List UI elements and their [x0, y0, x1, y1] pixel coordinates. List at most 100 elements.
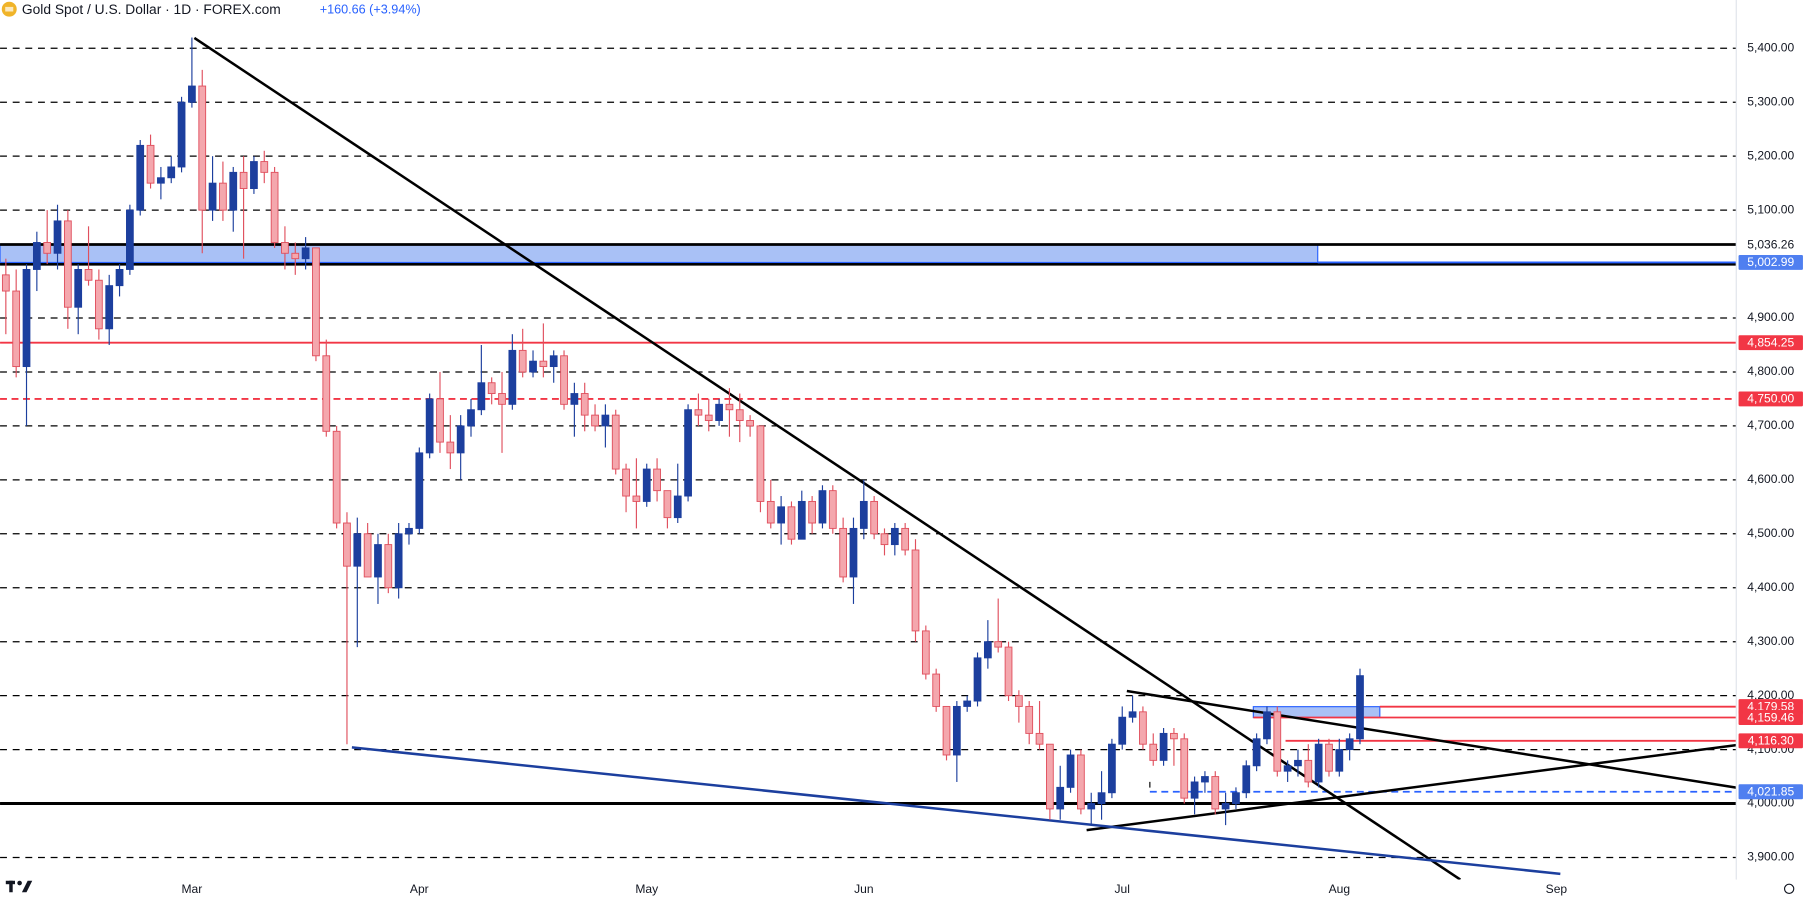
candle-body [1345, 738, 1354, 751]
candle-body [1273, 711, 1282, 772]
candle-body [787, 506, 796, 540]
candle-body [1118, 716, 1127, 745]
candle-body [901, 527, 910, 551]
candle-body [291, 252, 300, 260]
candle-body [529, 360, 537, 373]
candle-body [601, 414, 610, 427]
trendline [351, 746, 1561, 876]
x-tick-label: May [635, 882, 658, 896]
candle-body [725, 403, 734, 411]
candle-body [1232, 792, 1240, 804]
zones-layer [0, 243, 1737, 806]
candle-body [1304, 759, 1313, 783]
candle-body [963, 700, 972, 707]
candle-body [322, 355, 331, 432]
y-tick-label: 4,500.00 [1747, 526, 1794, 540]
candle-body [1294, 759, 1302, 767]
y-tick-label: 4,000.00 [1747, 796, 1794, 810]
candle-body [1128, 711, 1137, 718]
candle-body [167, 166, 176, 179]
candle-body [849, 527, 858, 578]
candle-body [177, 101, 186, 168]
level-label: 4,750.00 [1747, 392, 1794, 406]
price-change: +160.66 (+3.94%) [320, 3, 421, 17]
candle-body [715, 403, 723, 421]
level-label: 4,179.58 [1747, 699, 1794, 713]
candle-body [219, 182, 227, 211]
level-tag [1738, 237, 1803, 252]
candle-body [1035, 732, 1044, 745]
candle-body [1190, 781, 1199, 799]
candle-body [1097, 792, 1106, 804]
x-tick-label: Sep [1546, 882, 1568, 896]
logo [5, 880, 33, 893]
candle-body [229, 171, 238, 211]
zone [0, 243, 1319, 264]
candle-body [818, 490, 827, 524]
candle-body [611, 414, 620, 470]
candle-body [921, 630, 930, 675]
level-tag [1738, 784, 1803, 800]
candle-body [1025, 705, 1034, 734]
candle-body [549, 355, 558, 368]
candle-body [766, 500, 775, 524]
candle-body [839, 527, 848, 578]
candle-body [32, 242, 41, 270]
level-label: 4,159.46 [1747, 710, 1794, 724]
y-tick-label: 4,400.00 [1747, 580, 1794, 594]
settings-icon[interactable] [1783, 883, 1795, 894]
candle-body [653, 468, 661, 492]
candle-body [932, 673, 941, 707]
candle-body [467, 409, 475, 427]
candle-body [1, 274, 10, 292]
candle-body [1283, 765, 1292, 772]
candle-body [828, 490, 837, 529]
candle-body [250, 161, 258, 190]
candle-body [239, 171, 248, 190]
y-tick-label: 4,900.00 [1747, 310, 1794, 324]
candle-body [777, 506, 785, 524]
x-tick-label: Mar [182, 882, 203, 896]
candle-body [756, 425, 765, 502]
candle-body [446, 441, 455, 454]
candle-body [260, 161, 269, 173]
candle-body [1314, 743, 1323, 783]
trendlines [193, 36, 1737, 881]
y-tick-label: 5,100.00 [1747, 202, 1794, 216]
candle-body [746, 420, 754, 427]
candle-body [281, 242, 289, 254]
candle-body [797, 500, 806, 540]
candle-body [952, 705, 961, 756]
candle-body [1242, 765, 1251, 794]
candle-body [487, 382, 496, 395]
logo-part [9, 880, 13, 893]
level-label: 4,021.85 [1747, 785, 1794, 799]
y-tick-label: 4,300.00 [1747, 634, 1794, 648]
candle-body [994, 641, 1003, 648]
level-tag [1738, 733, 1803, 749]
trendline [1086, 743, 1737, 832]
candle-body [1170, 732, 1178, 740]
y-tick-label: 5,500.00 [1747, 0, 1794, 1]
y-tick-label: 3,900.00 [1747, 850, 1794, 864]
candle-body [890, 527, 899, 546]
candle-body [1056, 786, 1065, 810]
candle-body [63, 220, 72, 308]
candle-body [539, 360, 548, 368]
candle-body [22, 269, 31, 368]
x-tick-label: Apr [410, 882, 429, 896]
candle-body [115, 269, 124, 287]
candle-body [684, 409, 692, 497]
candle-body [663, 490, 672, 519]
y-tick-label: 4,700.00 [1747, 418, 1794, 432]
trendline [193, 36, 1462, 881]
y-tick-label: 5,300.00 [1747, 94, 1794, 108]
candle-body [198, 85, 207, 211]
candle-body [580, 393, 589, 416]
candle-body [136, 144, 145, 211]
candle-body [1149, 743, 1158, 761]
candle-body [1066, 754, 1075, 788]
candle-body [477, 382, 486, 411]
